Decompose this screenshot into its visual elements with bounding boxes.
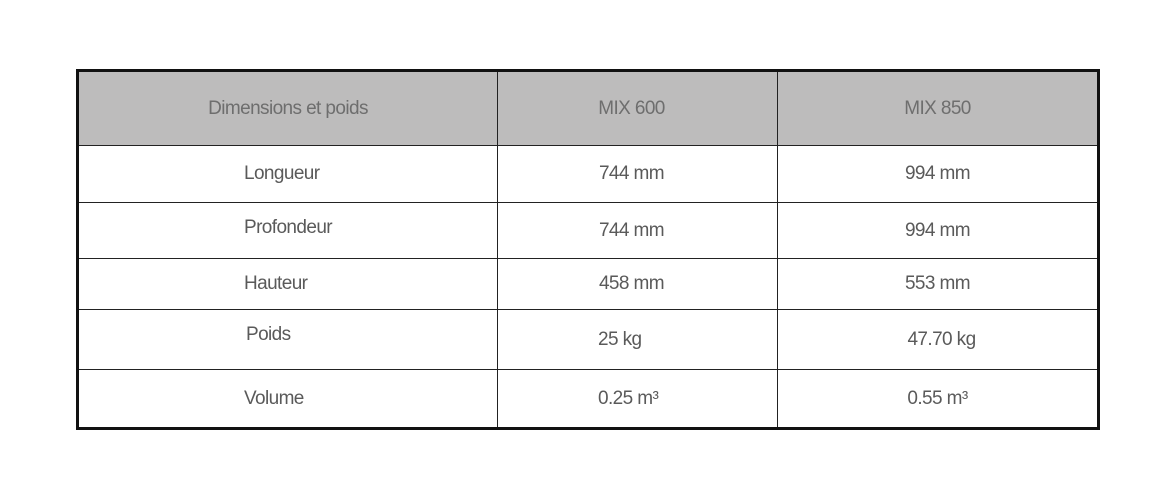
table-row: Longueur 744 mm 994 mm: [79, 145, 1097, 202]
table-header-row: Dimensions et poids MIX 600 MIX 850: [79, 72, 1097, 145]
table-row: Poids 25 kg 47.70 kg: [79, 309, 1097, 369]
mix600-value: 744 mm: [497, 146, 777, 202]
mix850-value: 0.55 m³: [777, 370, 1097, 427]
mix850-value: 994 mm: [777, 203, 1097, 258]
mix850-value: 994 mm: [777, 146, 1097, 202]
table-row: Profondeur 744 mm 994 mm: [79, 202, 1097, 258]
mix600-value: 0.25 m³: [497, 370, 777, 427]
header-cell-mix600: MIX 600: [497, 72, 777, 145]
dimensions-table: Dimensions et poids MIX 600 MIX 850 Long…: [76, 69, 1100, 430]
mix600-value: 25 kg: [497, 310, 777, 369]
mix600-value: 744 mm: [497, 203, 777, 258]
mix600-value: 458 mm: [497, 259, 777, 309]
row-label: Poids: [246, 323, 291, 345]
mix850-value: 47.70 kg: [777, 310, 1097, 369]
row-label: Longueur: [244, 163, 320, 184]
row-label: Volume: [244, 387, 304, 409]
header-cell-dimensions: Dimensions et poids: [208, 97, 368, 119]
row-label: Profondeur: [244, 216, 333, 238]
header-cell-mix850: MIX 850: [777, 72, 1097, 145]
row-label: Hauteur: [244, 273, 308, 294]
table-row: Hauteur 458 mm 553 mm: [79, 258, 1097, 309]
table-row: Volume 0.25 m³ 0.55 m³: [79, 369, 1097, 427]
mix850-value: 553 mm: [777, 259, 1097, 309]
